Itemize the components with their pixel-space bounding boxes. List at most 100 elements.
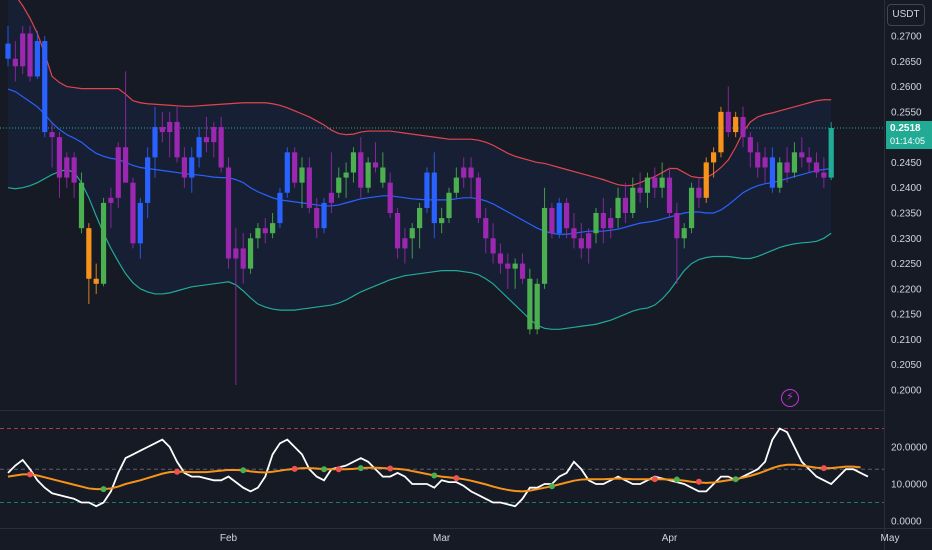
candle-body[interactable] [123,147,129,183]
candle-body[interactable] [225,167,232,259]
candle-body[interactable] [409,228,415,239]
candle-body[interactable] [27,33,33,77]
candle-body[interactable] [564,202,570,229]
candle-body[interactable] [343,172,349,178]
candle-body[interactable] [453,177,459,193]
candle-body[interactable] [711,152,717,163]
candle-body[interactable] [93,278,99,284]
candle-body[interactable] [519,263,526,279]
candle-body[interactable] [497,253,504,264]
candle-body[interactable] [681,228,687,239]
candle-body[interactable] [137,202,143,244]
candle-body[interactable] [152,127,158,158]
candle-body[interactable] [696,187,702,198]
candle-body[interactable] [5,43,11,59]
candle-body[interactable] [64,157,70,178]
lightning-bolt-icon[interactable]: ⚡ [781,389,799,407]
candle-body[interactable] [240,248,246,269]
candle-body[interactable] [490,238,496,254]
candle-body[interactable] [159,127,165,133]
candle-body[interactable] [674,213,680,239]
candle-body[interactable] [608,218,614,229]
candle-body[interactable] [644,177,651,193]
candle-body[interactable] [615,197,621,219]
candle-body[interactable] [372,162,379,168]
candle-body[interactable] [475,177,481,219]
candle-body[interactable] [277,192,283,224]
candle-body[interactable] [784,162,790,173]
candle-body[interactable] [358,152,364,188]
candle-body[interactable] [446,192,452,219]
candle-body[interactable] [755,152,761,168]
candle-body[interactable] [380,167,386,183]
candle-body[interactable] [145,157,151,203]
candle-body[interactable] [174,121,180,158]
candle-body[interactable] [321,202,327,229]
candle-body[interactable] [762,157,768,168]
candle-body[interactable] [688,187,695,229]
candle-body[interactable] [431,172,437,224]
candle-body[interactable] [100,202,107,284]
candle-body[interactable] [806,157,812,163]
candle-body[interactable] [549,207,555,234]
candle-body[interactable] [42,41,48,133]
candle-body[interactable] [328,192,334,203]
candle-body[interactable] [505,263,511,269]
candle-body[interactable] [115,147,121,198]
candle-body[interactable] [747,137,753,153]
candle-body[interactable] [233,248,239,259]
candle-body[interactable] [439,218,445,224]
candle-body[interactable] [578,238,584,249]
candle-body[interactable] [299,167,305,183]
candle-body[interactable] [769,157,775,188]
candle-body[interactable] [622,197,628,213]
candle-body[interactable] [108,197,114,203]
candle-body[interactable] [270,223,276,234]
candle-body[interactable] [211,127,217,143]
candle-body[interactable] [167,121,173,133]
candle-body[interactable] [402,238,408,249]
candle-body[interactable] [652,177,658,188]
candle-body[interactable] [828,128,834,178]
candle-body[interactable] [600,213,606,229]
candle-body[interactable] [541,207,548,284]
candle-body[interactable] [262,228,268,234]
candle-body[interactable] [740,116,746,138]
candle-body[interactable] [630,187,636,213]
candle-body[interactable] [461,167,467,178]
candle-body[interactable] [718,111,724,153]
candle-body[interactable] [703,162,709,198]
candle-body[interactable] [189,157,195,178]
candle-body[interactable] [255,228,261,239]
candle-body[interactable] [394,213,401,249]
candle-body[interactable] [306,167,312,208]
candle-body[interactable] [777,162,783,188]
candle-body[interactable] [130,182,136,244]
candle-body[interactable] [733,116,739,133]
candle-body[interactable] [284,152,290,193]
candle-body[interactable] [20,33,26,67]
candle-body[interactable] [556,202,562,234]
candle-body[interactable] [71,157,77,183]
candle-body[interactable] [571,228,577,239]
candle-body[interactable] [247,238,254,269]
candle-body[interactable] [424,172,430,208]
candle-body[interactable] [527,278,533,330]
candle-body[interactable] [586,233,592,249]
candle-body[interactable] [292,152,298,183]
candle-body[interactable] [78,182,85,229]
candle-body[interactable] [512,263,518,269]
candle-body[interactable] [534,283,540,330]
candle-body[interactable] [821,172,827,178]
candle-body[interactable] [593,213,599,234]
candle-body[interactable] [799,152,805,158]
candle-body[interactable] [49,132,55,138]
candle-body[interactable] [637,187,643,193]
candle-body[interactable] [417,207,423,229]
candle-body[interactable] [12,58,18,67]
candle-body[interactable] [659,177,665,188]
candle-body[interactable] [791,152,798,173]
candle-body[interactable] [86,228,92,279]
candle-body[interactable] [203,137,210,143]
